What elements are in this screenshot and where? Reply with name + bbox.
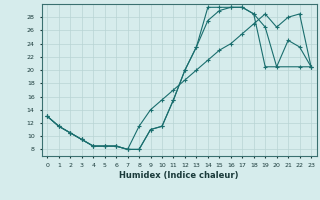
X-axis label: Humidex (Indice chaleur): Humidex (Indice chaleur): [119, 171, 239, 180]
